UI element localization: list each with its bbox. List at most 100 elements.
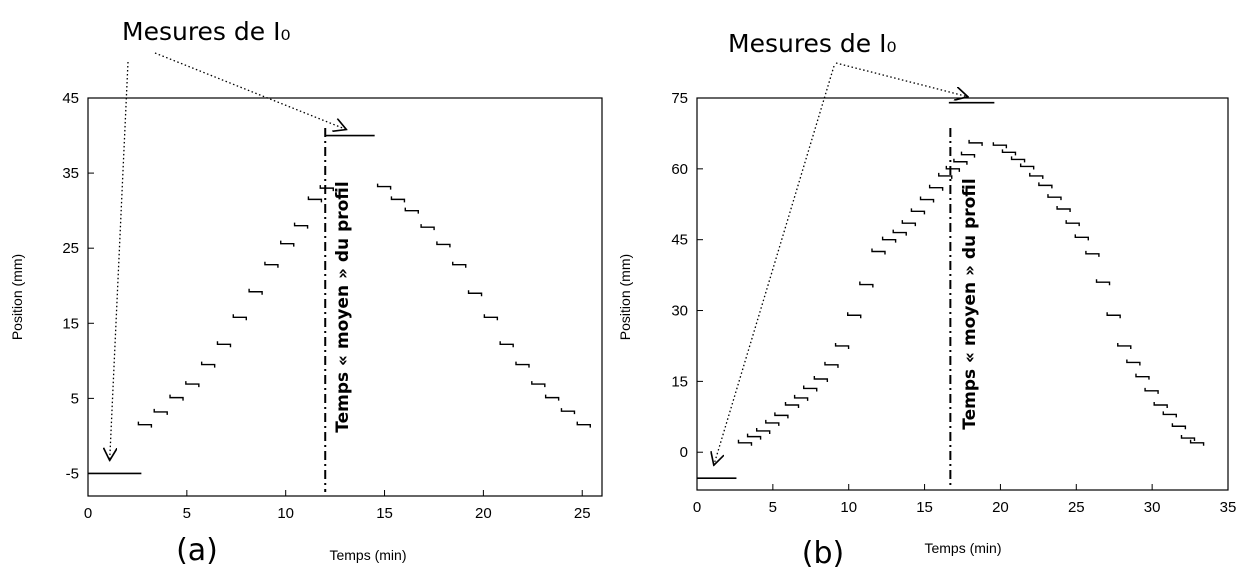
profile-step	[992, 142, 1008, 149]
profile-step	[293, 222, 309, 229]
x-axis-label: Temps (min)	[924, 540, 1001, 556]
annotation-arrow	[714, 65, 835, 465]
profile-step	[483, 314, 499, 321]
profile-step	[928, 184, 944, 191]
profile-step	[576, 421, 591, 428]
profile-step	[1038, 182, 1053, 189]
profile-step	[1029, 172, 1044, 179]
profile-step	[264, 261, 279, 268]
x-tick-label: 5	[769, 499, 777, 516]
profile-step	[737, 439, 753, 446]
y-tick-label: 0	[680, 444, 688, 461]
x-tick-label: 15	[376, 505, 393, 522]
profile-step	[232, 314, 247, 321]
profile-step	[467, 290, 483, 297]
profile-step	[560, 408, 576, 415]
plot-frame	[87, 97, 603, 497]
profile-step	[1074, 234, 1089, 241]
profile-step	[871, 248, 886, 255]
profile-step	[1117, 342, 1132, 349]
profile-step	[910, 208, 926, 215]
profile-step	[755, 427, 771, 434]
profile-step	[1144, 387, 1159, 394]
x-tick-label: 20	[992, 499, 1009, 516]
y-tick-label: 45	[671, 232, 688, 249]
profile-step	[1162, 411, 1177, 418]
profile-step	[1171, 423, 1187, 430]
x-tick-label: 0	[84, 505, 92, 522]
profile-step	[404, 207, 419, 214]
profile-step	[1095, 279, 1111, 286]
profile-step	[248, 288, 263, 295]
profile-step	[137, 421, 153, 428]
profile-step	[834, 342, 850, 349]
profile-step	[1135, 373, 1150, 380]
annotation-arrow	[154, 52, 346, 130]
y-axis-label: Position (mm)	[617, 254, 633, 340]
y-tick-label: 5	[71, 390, 79, 407]
profile-step	[1085, 250, 1100, 257]
x-tick-label: 10	[277, 505, 294, 522]
profile-step	[1001, 149, 1017, 156]
x-axis-label: Temps (min)	[329, 547, 406, 563]
y-tick-label: 30	[671, 303, 688, 320]
x-tick-label: 25	[574, 505, 591, 522]
profile-step	[185, 381, 200, 388]
profile-step	[847, 312, 862, 319]
profile-step	[1047, 194, 1062, 201]
profile-step	[420, 224, 435, 231]
y-tick-label: 75	[671, 90, 688, 107]
profile-step	[938, 172, 953, 179]
y-tick-label: 60	[671, 161, 688, 178]
profile-step	[919, 196, 935, 203]
x-tick-label: 15	[916, 499, 933, 516]
y-tick-label: 25	[62, 240, 79, 257]
x-tick-label: 35	[1220, 499, 1237, 516]
y-tick-label: 15	[62, 315, 79, 332]
mean-time-label: Temps « moyen » du profil	[333, 181, 353, 432]
panel-label: (a)	[176, 533, 218, 568]
profile-step	[859, 281, 874, 288]
profile-step	[452, 261, 467, 268]
annotation-text: Mesures de I₀	[728, 29, 897, 58]
profile-step	[531, 381, 546, 388]
profile-step	[436, 241, 451, 248]
profile-step	[1056, 205, 1071, 212]
y-tick-label: 45	[62, 90, 79, 107]
profile-step	[784, 401, 800, 408]
chart-panel-a: -5 5 15 25 35 45 0 5 10 15 20 25 Temps (min) Position…	[9, 17, 603, 568]
y-tick-label: -5	[66, 465, 79, 482]
profile-step	[1010, 156, 1026, 163]
profile-step	[901, 220, 917, 227]
profile-step	[280, 240, 295, 247]
chart-panel-b: 0 15 30 45 60 75 0 5 10 15 20 25 30 35 Temps (min) Posi…	[617, 29, 1236, 571]
profile-step	[824, 361, 839, 368]
profile-step	[793, 394, 809, 401]
profile-step	[1189, 439, 1205, 446]
profile-step	[1180, 435, 1196, 442]
x-tick-label: 25	[1068, 499, 1085, 516]
profile-step	[390, 196, 406, 203]
profile-step	[953, 158, 968, 165]
y-tick-label: 15	[671, 373, 688, 390]
annotation-arrow	[110, 61, 129, 460]
profile-step	[376, 183, 392, 190]
x-tick-label: 10	[840, 499, 857, 516]
x-tick-label: 0	[693, 499, 701, 516]
profile-step	[1019, 163, 1035, 170]
profile-step	[1106, 312, 1121, 319]
profile-step	[960, 151, 976, 158]
profile-step	[803, 385, 818, 392]
profile-step	[945, 165, 961, 172]
y-axis-label: Position (mm)	[9, 254, 25, 340]
profile-step	[544, 394, 560, 401]
profile-step	[319, 185, 334, 192]
profile-step	[968, 139, 983, 146]
profile-step	[216, 341, 232, 348]
panel-label: (b)	[802, 536, 844, 571]
profile-step	[515, 361, 530, 368]
profile-step	[169, 394, 184, 401]
profile-step	[499, 341, 514, 348]
profile-step	[774, 412, 789, 419]
